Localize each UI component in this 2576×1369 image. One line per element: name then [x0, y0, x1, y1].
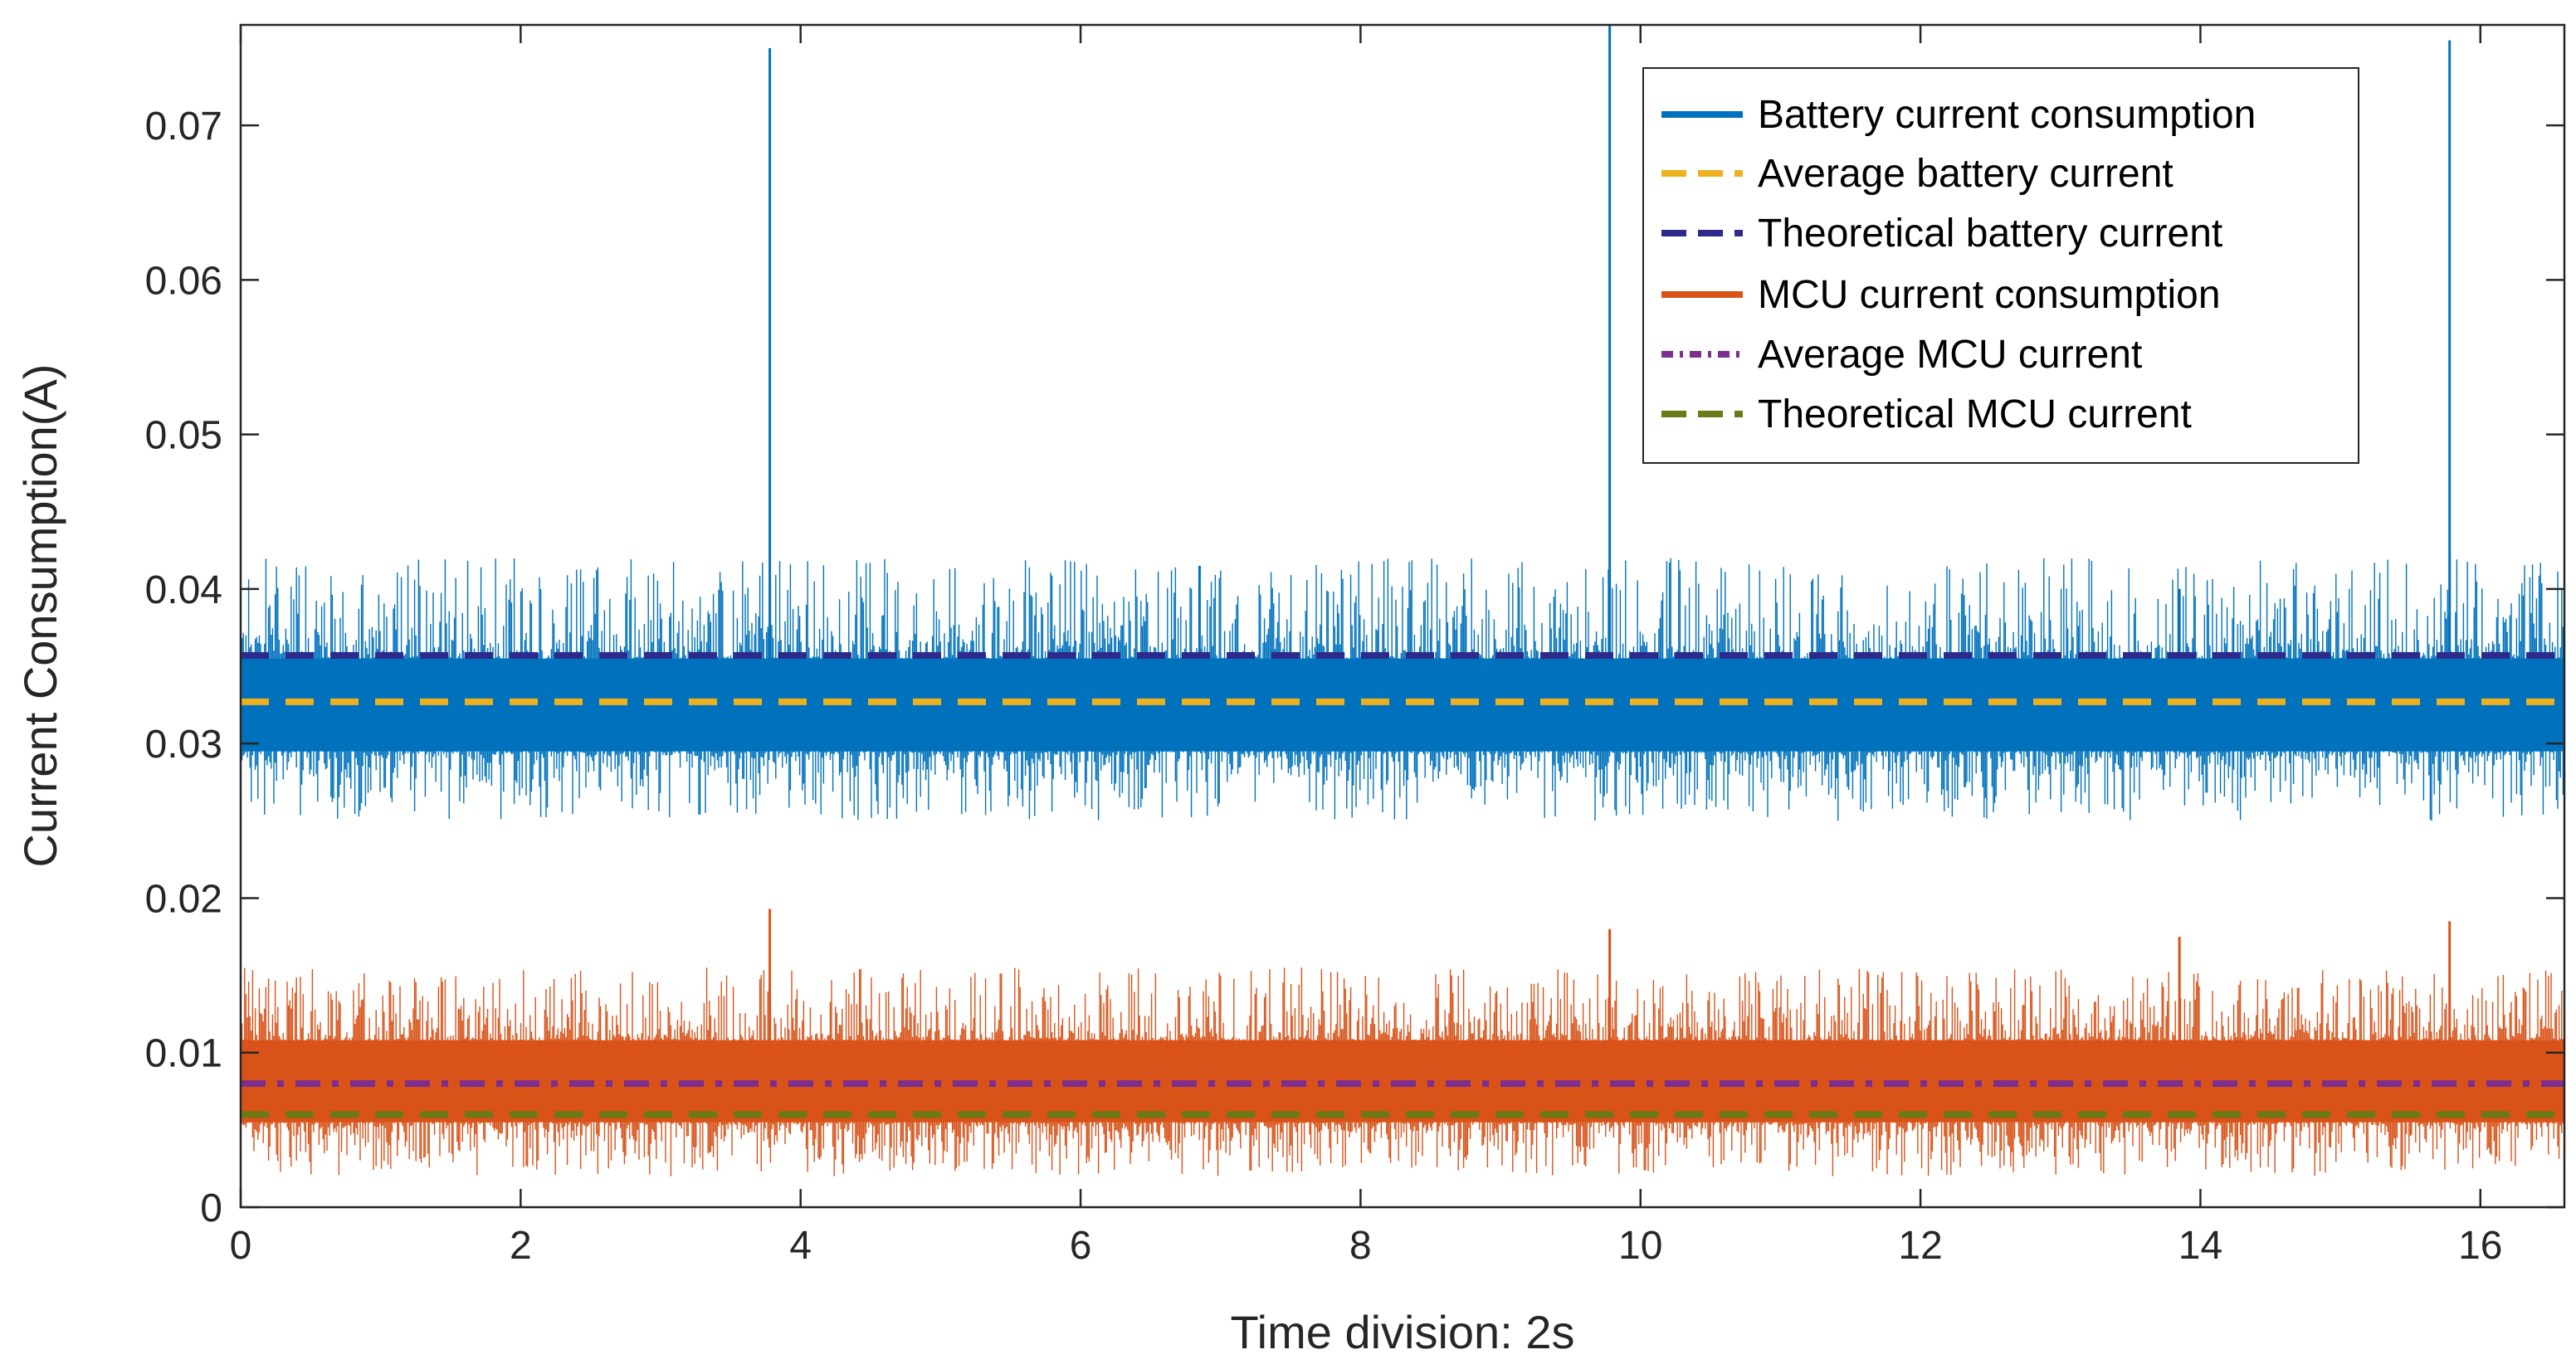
x-tick-label: 2	[510, 1224, 532, 1268]
x-tick-label: 4	[789, 1224, 812, 1268]
legend-label-mcu-consumption: MCU current consumption	[1758, 273, 2221, 317]
legend-box	[1642, 67, 2359, 464]
y-axis-title: Current Consumption(A)	[14, 364, 66, 868]
y-tick-label: 0	[200, 1186, 222, 1230]
series-layer	[240, 25, 2565, 1177]
x-tick-label: 10	[1618, 1224, 1662, 1268]
legend: Battery current consumption Average batt…	[1642, 67, 2359, 464]
x-tick-label: 14	[2178, 1224, 2222, 1268]
y-tick-label: 0.07	[145, 105, 222, 149]
y-tick-label: 0.04	[145, 568, 222, 612]
legend-label-battery-consumption: Battery current consumption	[1758, 93, 2256, 137]
y-tick-label: 0.01	[145, 1032, 222, 1076]
x-tick-label: 16	[2458, 1224, 2502, 1268]
x-tick-label: 0	[230, 1224, 252, 1268]
axes-box	[239, 23, 2566, 1209]
y-tick-label: 0.05	[145, 414, 222, 458]
axes-layer: 0 2 4 6 8 10 12 14 16 0 0.01 0.02 0.03 0.04 0.05 0.06 0.…	[145, 23, 2566, 1268]
x-axis-title: Time division: 2s	[1231, 1306, 1575, 1358]
legend-label-average-battery: Average battery current	[1758, 152, 2174, 196]
legend-label-average-mcu: Average MCU current	[1758, 333, 2142, 377]
y-tick-label: 0.03	[145, 723, 222, 767]
y-tick-label: 0.02	[145, 877, 222, 921]
x-tick-label: 12	[1898, 1224, 1942, 1268]
y-tick-label: 0.06	[145, 259, 222, 303]
legend-label-theoretical-mcu: Theoretical MCU current	[1758, 392, 2192, 436]
x-tick-label: 8	[1349, 1224, 1372, 1268]
legend-label-theoretical-battery: Theoretical battery current	[1758, 212, 2222, 256]
x-tick-label: 6	[1070, 1224, 1092, 1268]
